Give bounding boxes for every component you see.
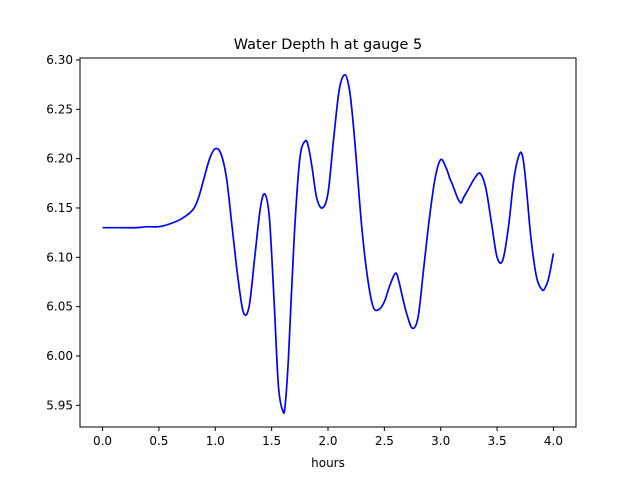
- x-axis: 0.0 0.5 1.0 1.5 2.0 2.5 3.0 3.5 4.0: [93, 427, 563, 448]
- y-tick-label: 5.95: [46, 398, 73, 412]
- y-tick-label: 6.30: [46, 53, 73, 67]
- x-tick-label: 2.0: [318, 434, 337, 448]
- x-tick-label: 2.5: [375, 434, 394, 448]
- x-tick-label: 0.5: [149, 434, 168, 448]
- series-line-0: [102, 73, 555, 415]
- x-axis-label: hours: [311, 456, 345, 470]
- y-axis: 5.95 6.00 6.05 6.10 6.15 6.20 6.25 6.30: [46, 53, 80, 412]
- x-tick-label: 4.0: [544, 434, 563, 448]
- x-tick-label: 3.0: [431, 434, 450, 448]
- chart-title: Water Depth h at gauge 5: [234, 37, 422, 53]
- y-tick-label: 6.00: [46, 349, 73, 363]
- x-tick-label: 3.5: [488, 434, 507, 448]
- x-tick-label: 1.0: [206, 434, 225, 448]
- x-tick-label: 0.0: [93, 434, 112, 448]
- plot-area: [102, 73, 555, 415]
- y-tick-label: 6.20: [46, 152, 73, 166]
- y-tick-label: 6.15: [46, 201, 73, 215]
- y-tick-label: 6.25: [46, 102, 73, 116]
- y-tick-label: 6.05: [46, 300, 73, 314]
- x-tick-label: 1.5: [262, 434, 281, 448]
- y-tick-label: 6.10: [46, 250, 73, 264]
